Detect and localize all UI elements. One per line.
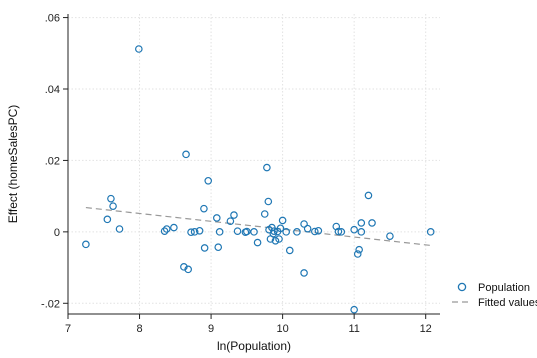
data-point [253,238,262,247]
data-point [350,225,358,234]
data-point [285,246,294,255]
data-point [282,228,290,236]
data-point [300,220,308,228]
data-point [230,211,238,219]
data-point [200,244,209,252]
data-point [353,250,362,258]
data-point [275,235,283,243]
data-point [82,240,90,249]
x-tick-label: 11 [348,323,359,335]
data-point [364,191,373,200]
data-point [357,228,366,236]
data-point [109,202,117,210]
data-point [243,227,251,236]
data-point [135,45,143,53]
data-point [213,214,221,222]
data-point [187,228,195,237]
data-point [311,227,319,236]
data-point [368,219,376,227]
y-tick-label: -.02 [41,298,60,310]
data-point [263,163,271,172]
data-point [386,232,394,240]
y-tick-label: .02 [45,155,60,167]
data-point [115,225,124,233]
legend: Population Fitted values [452,282,537,309]
data-point [350,305,358,314]
x-tick-label: 9 [208,323,214,335]
data-point [162,225,171,233]
data-point [204,176,213,185]
legend-label-fitted-values: Fitted values [478,297,537,309]
legend-label-population: Population [478,282,530,294]
data-point [184,265,192,274]
fitted-values-line [85,206,431,247]
data-point [103,215,112,224]
x-tick-label: 12 [420,323,432,335]
data-point [276,224,285,233]
data-point [426,228,435,236]
data-point [270,227,278,235]
data-point [357,219,366,227]
x-tick-label: 7 [65,323,71,335]
data-points [82,45,435,314]
data-point [233,227,242,235]
y-tick-label: .06 [45,13,60,25]
data-point [250,228,258,236]
data-point [170,223,178,232]
data-point [214,243,223,252]
axes: 7 8 9 10 11 12 -.02 0 .02 .04 .06 [41,13,440,335]
data-point [200,204,208,213]
data-point [190,228,199,236]
data-point [215,228,224,236]
data-point [195,226,204,235]
data-point [160,227,169,235]
data-point [337,228,346,236]
grid-lines [67,14,440,314]
legend-marker-population [457,282,467,292]
x-tick-label: 8 [136,323,142,335]
data-point [271,236,280,245]
data-point [182,150,190,159]
data-point [303,224,312,233]
data-point [226,217,235,225]
data-point [314,226,323,235]
data-point [278,216,287,225]
x-tick-label: 10 [276,323,288,335]
data-point [334,227,343,236]
data-point [107,194,115,203]
data-point [264,197,273,206]
y-tick-label: 0 [54,227,60,239]
x-axis-label: ln(Population) [217,339,291,353]
data-point [293,228,301,236]
data-point [260,210,269,218]
fitted-line-layer [85,206,431,247]
y-axis-label: Effect (homeSalesPC) [6,105,20,224]
data-point [355,245,363,254]
data-point [300,269,308,277]
y-tick-label: .04 [45,84,60,96]
